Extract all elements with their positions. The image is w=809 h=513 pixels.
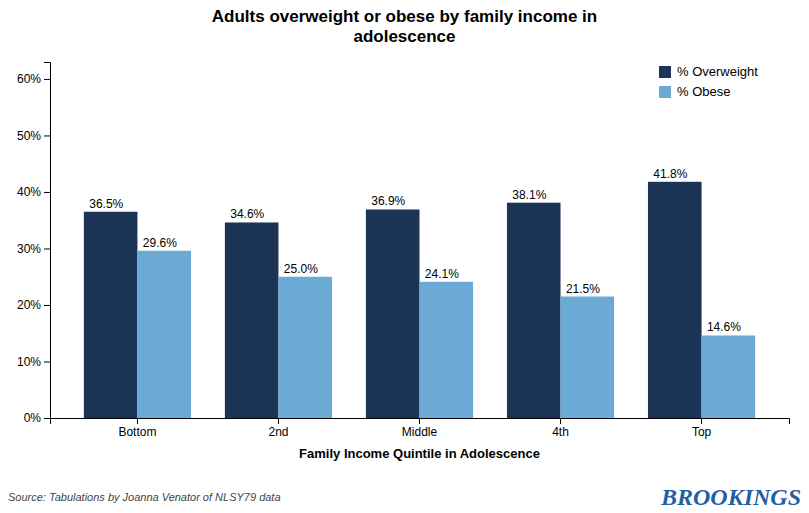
bar: [84, 212, 138, 418]
x-axis-line: [51, 419, 790, 425]
x-tick-label: Middle: [402, 425, 438, 439]
x-tick-mark: [278, 418, 279, 424]
x-tick: 2nd: [268, 418, 288, 439]
bar: [225, 222, 279, 418]
y-tick: 0%: [24, 411, 50, 425]
y-tick-label: 20%: [17, 298, 41, 312]
data-label: 36.9%: [371, 194, 405, 208]
x-tick-label: 2nd: [268, 425, 288, 439]
plot-area: 36.5% 34.6% 36.9% 38.1% 41.8% 29.6% 25.0% 24.1%…: [17, 63, 790, 462]
y-tick: 40%: [17, 185, 50, 199]
x-tick: 4th: [552, 418, 569, 439]
y-tick: 30%: [17, 242, 50, 256]
bars: [84, 182, 755, 418]
legend-label: % Overweight: [677, 64, 758, 79]
y-tick-label: 0%: [24, 411, 42, 425]
x-axis: Bottom 2nd Middle 4th Top: [51, 418, 790, 439]
y-tick-label: 50%: [17, 129, 41, 143]
y-tick-label: 60%: [17, 72, 41, 86]
title-line: Adults overweight or obese by family inc…: [212, 7, 597, 26]
data-label: 41.8%: [653, 167, 687, 181]
y-tick: 10%: [17, 355, 50, 369]
x-tick-mark: [701, 418, 702, 424]
y-tick: 50%: [17, 129, 50, 143]
x-tick-label: Bottom: [118, 425, 156, 439]
x-axis-title: Family Income Quintile in Adolescence: [299, 446, 540, 461]
y-tick-label: 10%: [17, 355, 41, 369]
legend-item: % Overweight: [659, 64, 758, 79]
bar: [561, 297, 615, 418]
bar: [702, 335, 756, 418]
x-tick-mark: [560, 418, 561, 424]
brand-text: BROOKINGS: [660, 484, 801, 510]
legend-label: % Obese: [677, 84, 730, 99]
y-tick-label: 30%: [17, 242, 41, 256]
x-tick-mark: [419, 418, 420, 424]
y-tick-mark: [44, 248, 50, 249]
bar: [648, 182, 702, 418]
legend-item: % Obese: [659, 84, 730, 99]
source-note: Source: Tabulations by Joanna Venator of…: [8, 491, 281, 503]
bar: [420, 282, 474, 418]
y-axis-line: [44, 63, 51, 419]
legend-swatch: [659, 86, 671, 98]
y-tick-mark: [44, 361, 50, 362]
chart-title: Adults overweight or obese by family inc…: [212, 7, 597, 46]
y-tick-label: 40%: [17, 185, 41, 199]
y-tick: 60%: [17, 72, 50, 86]
data-label: 34.6%: [230, 207, 264, 221]
data-label: 14.6%: [707, 320, 741, 334]
data-label: 38.1%: [512, 188, 546, 202]
y-axis: 0% 10% 20% 30% 40% 50% 60%: [17, 63, 51, 426]
bar: [366, 209, 420, 418]
legend: % Overweight % Obese: [659, 64, 758, 99]
bar-series: [84, 182, 702, 418]
data-labels: 36.5% 34.6% 36.9% 38.1% 41.8% 29.6% 25.0% 24.1%…: [89, 167, 741, 335]
y-tick-mark: [44, 192, 50, 193]
bar: [507, 203, 561, 418]
legend-swatch: [659, 66, 671, 78]
x-tick-label: Top: [692, 425, 712, 439]
title-line: adolescence: [353, 27, 455, 46]
x-tick: Middle: [402, 418, 438, 439]
data-label: 25.0%: [284, 262, 318, 276]
bar-series: [137, 251, 755, 418]
y-tick-mark: [44, 418, 50, 419]
data-label: 29.6%: [143, 236, 177, 250]
y-tick: 20%: [17, 298, 50, 312]
bar: [137, 251, 191, 418]
y-tick-mark: [44, 305, 50, 306]
data-label: 36.5%: [89, 197, 123, 211]
x-tick: Bottom: [118, 418, 156, 439]
y-tick-mark: [44, 79, 50, 80]
y-tick-mark: [44, 135, 50, 136]
data-label: 21.5%: [566, 282, 600, 296]
x-tick-mark: [137, 418, 138, 424]
data-label: 24.1%: [425, 267, 459, 281]
bar: [278, 277, 332, 418]
chart-svg: Adults overweight or obese by family inc…: [0, 0, 809, 513]
x-tick-label: 4th: [552, 425, 569, 439]
x-tick: Top: [692, 418, 712, 439]
